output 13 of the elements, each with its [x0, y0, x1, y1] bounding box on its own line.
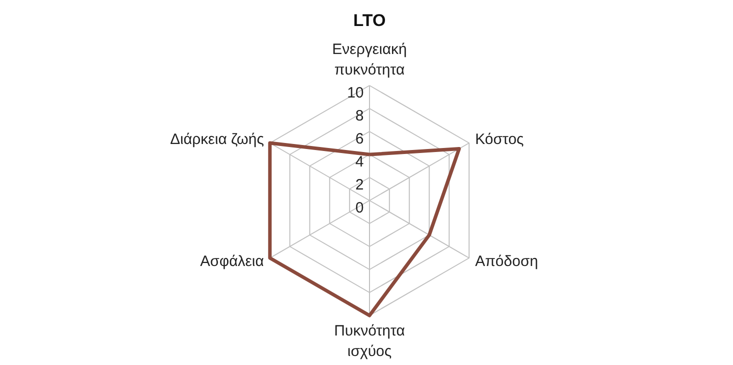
y-tick-label: 4 [355, 154, 364, 171]
y-tick-label: 10 [347, 84, 364, 102]
spoke-label: Πυκνότητα ισχύος [334, 322, 406, 360]
chart-title: LTO [353, 11, 386, 30]
y-tick-label: 2 [355, 176, 364, 194]
spoke-label: Διάρκεια ζωής [170, 131, 264, 148]
y-tick-label: 0 [355, 200, 364, 217]
y-tick-label: 6 [355, 130, 364, 148]
spoke-label: Ενεργειακή πυκνότητα [332, 41, 407, 79]
spoke-label: Ασφάλεια [200, 252, 264, 270]
spoke-label: Κόστος [475, 131, 524, 148]
spoke-label: Απόδοση [475, 252, 538, 270]
y-tick-label: 8 [355, 108, 364, 125]
